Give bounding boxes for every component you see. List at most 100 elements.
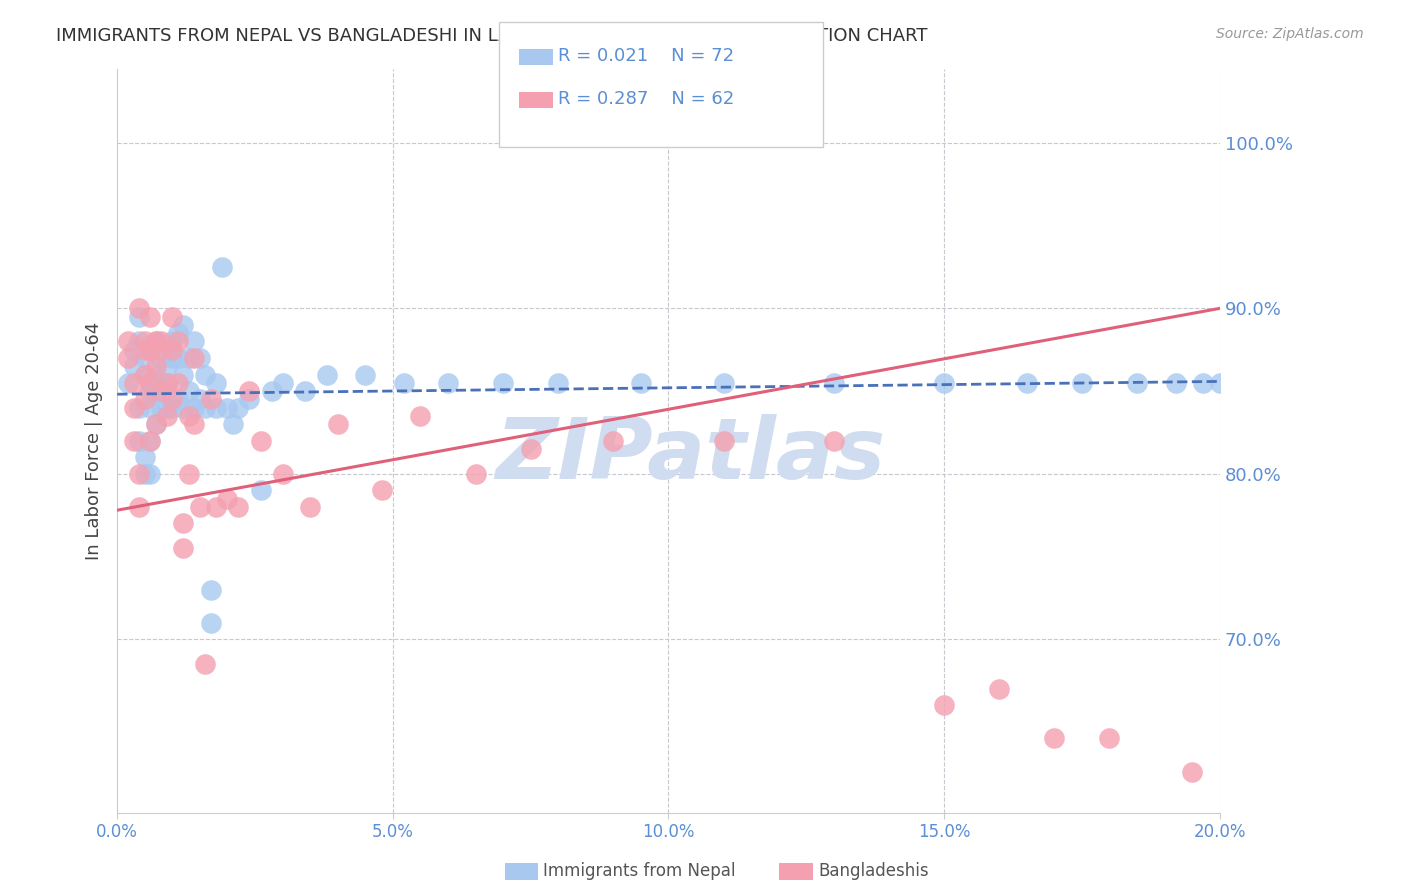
Point [205, 500, 228, 514]
Point [139, 310, 162, 324]
Point [194, 657, 217, 671]
Point [156, 409, 179, 423]
Point [162, 401, 184, 415]
Point [315, 368, 337, 382]
Point [134, 392, 156, 407]
Point [162, 392, 184, 407]
Point [134, 343, 156, 357]
Point [145, 384, 167, 398]
Point [260, 384, 283, 398]
Point [128, 301, 150, 316]
Point [172, 318, 194, 332]
Point [205, 401, 228, 415]
Point [150, 401, 173, 415]
Point [194, 368, 217, 382]
Point [139, 376, 162, 390]
Point [492, 376, 515, 390]
Point [166, 326, 188, 341]
Point [166, 376, 188, 390]
Point [162, 310, 184, 324]
Point [139, 467, 162, 481]
Point [128, 310, 150, 324]
Point [1192, 376, 1215, 390]
Point [145, 417, 167, 432]
Point [188, 500, 211, 514]
Point [162, 343, 184, 357]
Point [166, 334, 188, 349]
Point [271, 467, 294, 481]
Point [172, 516, 194, 531]
Point [128, 334, 150, 349]
Point [188, 392, 211, 407]
Point [139, 434, 162, 448]
Point [519, 442, 541, 456]
Point [139, 434, 162, 448]
Point [122, 376, 145, 390]
Point [145, 417, 167, 432]
Point [172, 401, 194, 415]
Point [139, 376, 162, 390]
Point [122, 434, 145, 448]
Point [1098, 731, 1121, 746]
Point [139, 384, 162, 398]
Point [249, 434, 271, 448]
Y-axis label: In Labor Force | Age 20-64: In Labor Force | Age 20-64 [86, 322, 103, 560]
Point [150, 351, 173, 365]
Point [932, 698, 955, 713]
Point [1181, 764, 1204, 779]
Point [988, 681, 1011, 696]
Point [134, 467, 156, 481]
Point [150, 343, 173, 357]
Point [238, 392, 260, 407]
Point [128, 500, 150, 514]
Point [205, 376, 228, 390]
Point [166, 351, 188, 365]
Point [166, 392, 188, 407]
Point [156, 376, 179, 390]
Point [1209, 376, 1232, 390]
Point [238, 384, 260, 398]
Point [200, 392, 222, 407]
Point [271, 376, 294, 390]
Point [1126, 376, 1149, 390]
Point [134, 351, 156, 365]
Point [1015, 376, 1038, 390]
Point [150, 384, 173, 398]
Text: Bangladeshis: Bangladeshis [818, 862, 929, 880]
Point [134, 450, 156, 465]
Point [217, 491, 239, 506]
Point [823, 434, 845, 448]
Point [1043, 731, 1066, 746]
Point [134, 368, 156, 382]
Point [409, 409, 432, 423]
Point [211, 260, 233, 274]
Point [547, 376, 569, 390]
Point [177, 384, 200, 398]
Point [117, 351, 139, 365]
Text: Immigrants from Nepal: Immigrants from Nepal [543, 862, 735, 880]
Point [117, 334, 139, 349]
Point [437, 376, 460, 390]
Point [177, 351, 200, 365]
Point [128, 434, 150, 448]
Point [200, 582, 222, 597]
Point [122, 401, 145, 415]
Point [134, 368, 156, 382]
Point [183, 334, 205, 349]
Text: IMMIGRANTS FROM NEPAL VS BANGLADESHI IN LABOR FORCE | AGE 20-64 CORRELATION CHAR: IMMIGRANTS FROM NEPAL VS BANGLADESHI IN … [56, 27, 928, 45]
Point [145, 359, 167, 374]
Point [228, 500, 250, 514]
Point [1070, 376, 1092, 390]
Point [177, 409, 200, 423]
Point [156, 376, 179, 390]
Text: R = 0.021    N = 72: R = 0.021 N = 72 [558, 47, 734, 65]
Point [150, 334, 173, 349]
Point [122, 343, 145, 357]
Point [713, 376, 735, 390]
Point [194, 401, 217, 415]
Point [354, 368, 377, 382]
Point [932, 376, 955, 390]
Point [156, 401, 179, 415]
Point [217, 401, 239, 415]
Point [156, 359, 179, 374]
